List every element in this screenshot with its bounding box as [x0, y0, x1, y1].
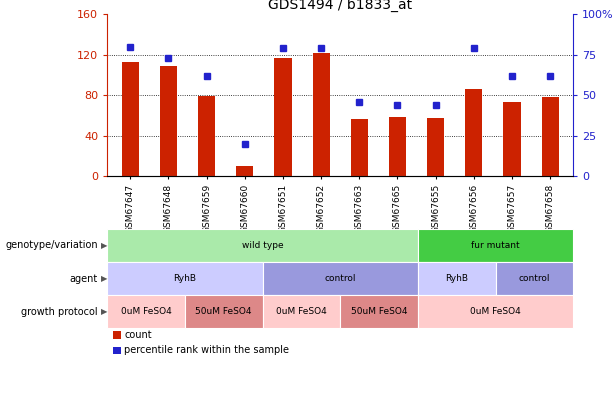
Text: 0uM FeSO4: 0uM FeSO4: [276, 307, 327, 316]
Bar: [313, 53, 330, 176]
Bar: [465, 89, 482, 176]
Text: fur mutant: fur mutant: [471, 241, 520, 250]
Text: genotype/variation: genotype/variation: [6, 241, 98, 250]
Bar: [427, 119, 444, 176]
Text: wild type: wild type: [242, 241, 283, 250]
Text: RyhB: RyhB: [445, 274, 468, 283]
Text: 50uM FeSO4: 50uM FeSO4: [196, 307, 252, 316]
Text: 0uM FeSO4: 0uM FeSO4: [121, 307, 172, 316]
Bar: [503, 102, 520, 176]
Text: RyhB: RyhB: [173, 274, 196, 283]
Text: 50uM FeSO4: 50uM FeSO4: [351, 307, 407, 316]
Bar: [542, 97, 559, 176]
Text: control: control: [519, 274, 550, 283]
Text: ▶: ▶: [101, 241, 108, 250]
Bar: [351, 119, 368, 176]
Text: growth protocol: growth protocol: [21, 307, 98, 317]
Title: GDS1494 / b1833_at: GDS1494 / b1833_at: [268, 0, 413, 12]
Bar: [389, 117, 406, 176]
Text: count: count: [124, 330, 152, 340]
Bar: [236, 166, 253, 176]
Text: agent: agent: [70, 274, 98, 284]
Text: ▶: ▶: [101, 307, 108, 316]
Bar: [121, 62, 139, 176]
Bar: [275, 58, 292, 176]
Bar: [198, 96, 215, 176]
Text: ▶: ▶: [101, 274, 108, 283]
Bar: [160, 66, 177, 176]
Text: 0uM FeSO4: 0uM FeSO4: [470, 307, 521, 316]
Text: percentile rank within the sample: percentile rank within the sample: [124, 345, 289, 355]
Text: control: control: [324, 274, 356, 283]
